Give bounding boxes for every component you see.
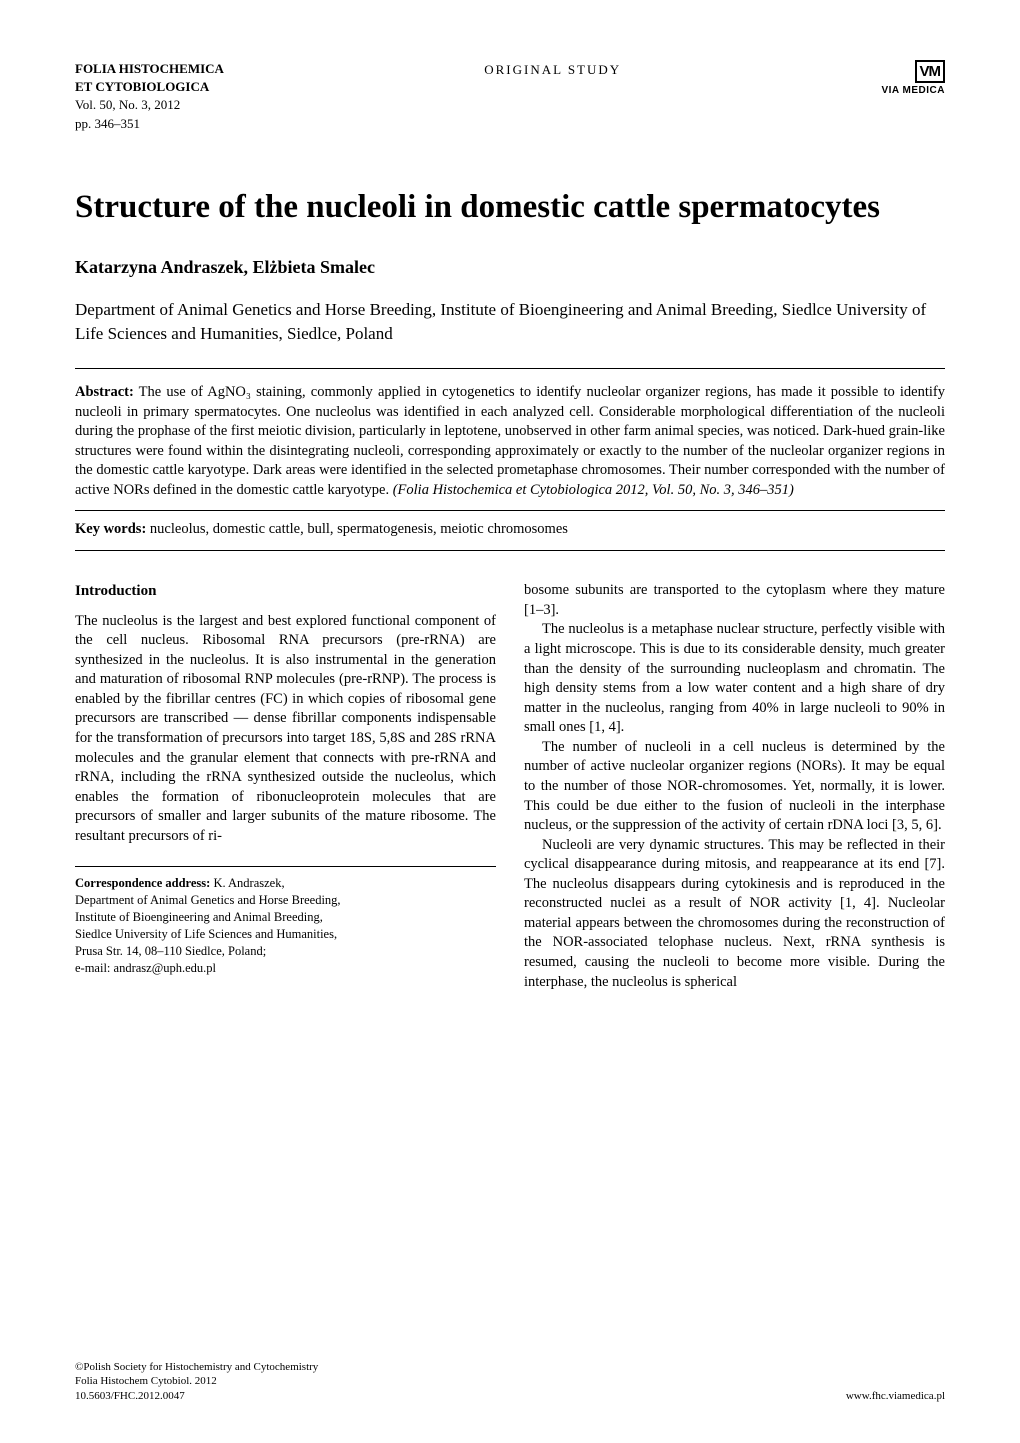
journal-name-line1: FOLIA HISTOCHEMICA <box>75 60 224 78</box>
correspondence-name: K. Andraszek, <box>210 876 284 890</box>
abstract-body: The use of AgNO₃ staining, commonly appl… <box>75 384 945 498</box>
page-header: FOLIA HISTOCHEMICA ET CYTOBIOLOGICA Vol.… <box>75 60 945 133</box>
footer-copyright: ©Polish Society for Histochemistry and C… <box>75 1360 318 1374</box>
page-footer: ©Polish Society for Histochemistry and C… <box>75 1360 945 1403</box>
introduction-heading: Introduction <box>75 581 496 601</box>
right-paragraph-4: Nucleoli are very dynamic structures. Th… <box>524 836 945 993</box>
footer-left: ©Polish Society for Histochemistry and C… <box>75 1360 318 1403</box>
correspondence-line: Correspondence address: K. Andraszek, <box>75 875 496 892</box>
publisher-logo-block: VM VIA MEDICA <box>881 60 945 96</box>
journal-name-line2: ET CYTOBIOLOGICA <box>75 78 224 96</box>
author-affiliation: Department of Animal Genetics and Horse … <box>75 298 945 346</box>
article-title: Structure of the nucleoli in domestic ca… <box>75 188 945 228</box>
right-paragraph-3: The number of nucleoli in a cell nucleus… <box>524 738 945 836</box>
right-paragraph-1: bosome subunits are transported to the c… <box>524 581 945 620</box>
correspondence-dept: Department of Animal Genetics and Horse … <box>75 892 496 909</box>
journal-info: FOLIA HISTOCHEMICA ET CYTOBIOLOGICA Vol.… <box>75 60 224 133</box>
right-paragraph-2: The nucleolus is a metaphase nuclear str… <box>524 620 945 737</box>
intro-paragraph-1: The nucleolus is the largest and best ex… <box>75 612 496 847</box>
abstract-label: Abstract: <box>75 384 134 400</box>
journal-volume: Vol. 50, No. 3, 2012 <box>75 96 224 114</box>
author-names: Katarzyna Andraszek, Elżbieta Smalec <box>75 257 945 278</box>
keywords-section: Key words: nucleolus, domestic cattle, b… <box>75 511 945 551</box>
correspondence-institute: Institute of Bioengineering and Animal B… <box>75 909 496 926</box>
abstract-section: Abstract: The use of AgNO₃ staining, com… <box>75 368 945 511</box>
keywords-label: Key words: <box>75 521 146 537</box>
correspondence-block: Correspondence address: K. Andraszek, De… <box>75 866 496 976</box>
study-type: ORIGINAL STUDY <box>224 60 882 78</box>
left-column: Introduction The nucleolus is the larges… <box>75 581 496 992</box>
correspondence-email: e-mail: andrasz@uph.edu.pl <box>75 960 496 977</box>
keywords-body: nucleolus, domestic cattle, bull, sperma… <box>146 521 568 537</box>
publisher-name: VIA MEDICA <box>881 85 945 96</box>
vm-logo-icon: VM <box>915 60 946 83</box>
correspondence-address: Prusa Str. 14, 08–110 Siedlce, Poland; <box>75 943 496 960</box>
body-columns: Introduction The nucleolus is the larges… <box>75 581 945 992</box>
abstract-citation: (Folia Histochemica et Cytobiologica 201… <box>393 482 794 498</box>
abstract-paragraph: Abstract: The use of AgNO₃ staining, com… <box>75 383 945 500</box>
correspondence-label: Correspondence address: <box>75 876 210 890</box>
correspondence-university: Siedlce University of Life Sciences and … <box>75 926 496 943</box>
footer-url: www.fhc.viamedica.pl <box>846 1389 945 1403</box>
right-column: bosome subunits are transported to the c… <box>524 581 945 992</box>
journal-pages: pp. 346–351 <box>75 115 224 133</box>
keywords-paragraph: Key words: nucleolus, domestic cattle, b… <box>75 521 945 538</box>
footer-doi: 10.5603/FHC.2012.0047 <box>75 1389 318 1403</box>
footer-journal: Folia Histochem Cytobiol. 2012 <box>75 1374 318 1388</box>
